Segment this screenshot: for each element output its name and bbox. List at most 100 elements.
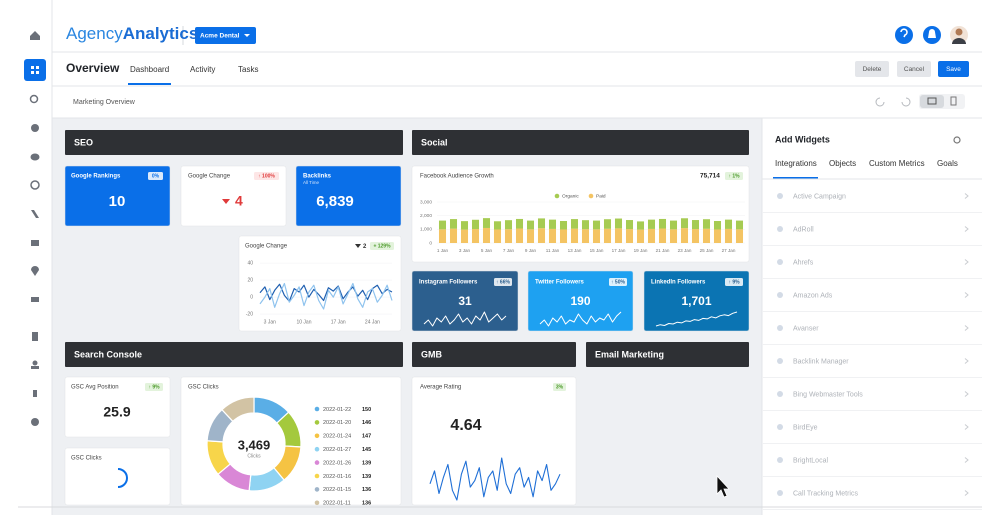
widget-title: GSC Clicks [71,456,102,462]
icon-part [31,66,34,69]
logo-light: Agency [66,24,123,43]
bar-segment [581,229,590,243]
bar-segment [570,219,579,229]
widget-title: Backlinks [303,174,332,180]
location-icon[interactable] [31,266,39,276]
legend-value: 145 [362,447,371,453]
plug-icon[interactable] [33,390,37,397]
bar-segment [449,219,458,229]
badge [148,172,163,180]
home-icon[interactable] [30,31,40,40]
line-series [259,282,393,310]
integration-name[interactable]: Bing Webmaster Tools [793,391,863,398]
chat-icon[interactable] [30,153,40,161]
button[interactable] [938,61,969,77]
section-header [65,130,403,155]
redo-button[interactable] [901,97,911,107]
donut-label: Clicks [247,453,261,459]
panel-tab[interactable]: Integrations [775,159,817,168]
mail-icon[interactable] [31,240,39,246]
widget-title: LinkedIn Followers [651,280,706,286]
panel-title: Add Widgets [775,134,830,144]
mobile-button[interactable] [950,96,957,106]
bar-segment [581,220,590,230]
widget-value: 2 [363,244,367,250]
integration-name[interactable]: Avanser [793,325,819,332]
file-icon[interactable] [32,332,38,341]
reports-icon[interactable] [31,124,39,132]
bar-segment [658,228,667,243]
widget-title: Facebook Audience Growth [420,174,494,180]
panel-search[interactable] [953,136,961,144]
bar-segment [438,220,447,230]
bar-segment [537,218,546,229]
badge-label: + 129% [373,244,391,250]
bar-segment [713,220,722,230]
dashboard-icon[interactable] [24,59,46,81]
bar-segment [614,218,623,229]
badge [370,242,394,250]
client-button[interactable] [195,27,256,44]
integration-name[interactable]: Backlink Manager [793,358,849,365]
nav-tab[interactable]: Tasks [238,65,258,74]
panel-tab[interactable]: Goals [937,159,958,168]
bar-segment [449,228,458,243]
page-title: Overview [66,61,120,75]
integration-name[interactable]: AdRoll [793,226,814,233]
legend-label: 2022-01-16 [323,474,351,480]
integration-name[interactable]: Active Campaign [793,193,846,200]
bar-segment [460,221,469,230]
help-button[interactable] [895,26,913,44]
bar-segment [493,221,502,230]
bar-segment [603,228,612,243]
cart-icon[interactable] [31,297,39,302]
legend-swatch [314,460,320,465]
panel-tab[interactable]: Objects [829,159,856,168]
legend-label: 2022-01-22 [323,407,351,413]
x-tick-label: 24 Jan [365,319,380,325]
chevron [964,457,969,463]
x-tick-label: 7 Jan [503,248,515,253]
nav-tab[interactable]: Activity [190,65,215,74]
panel-tab[interactable]: Custom Metrics [869,159,925,168]
logo: AgencyAnalytics [66,24,198,43]
integration-name[interactable]: BrightLocal [793,457,828,464]
widget-title: GSC Avg Position [71,385,119,391]
mouse-cursor [716,474,730,498]
user-icon[interactable] [32,360,38,366]
nav-tab[interactable]: Dashboard [130,65,169,74]
widget-title: Google Rankings [71,174,121,180]
integration-name[interactable]: Call Tracking Metrics [793,490,858,497]
button[interactable] [855,61,889,77]
bar-segment [724,219,733,229]
phone-icon[interactable] [31,210,39,218]
bar-segment [702,219,711,229]
legend-label: 2022-01-24 [323,434,351,440]
integration-name[interactable]: BirdEye [793,424,818,431]
analytics-icon[interactable] [30,180,40,190]
button[interactable] [897,61,931,77]
badge [609,278,627,286]
integration-name[interactable]: Amazon Ads [793,292,833,299]
settings-icon[interactable] [31,418,39,426]
chevron [964,325,969,331]
widget-subtitle: All Time [303,180,320,185]
kpi-value: 25.9 [103,404,130,420]
legend-swatch [314,406,320,412]
bar-segment [526,220,535,230]
kpi-value: 4 [235,193,243,209]
legend-label: 2022-01-15 [323,487,351,493]
integration-name[interactable]: Ahrefs [793,259,814,266]
desktop-button[interactable] [920,95,944,108]
undo-button[interactable] [875,97,885,107]
integration-icon [777,292,783,298]
down-indicator [222,199,230,204]
legend-label: Paid [596,194,606,200]
integration-icon [777,457,783,463]
bar-segment [504,229,513,243]
bar-segment [515,228,524,243]
kpi-value: 10 [109,193,126,210]
search-icon[interactable] [29,94,39,104]
bar-segment [548,228,557,243]
